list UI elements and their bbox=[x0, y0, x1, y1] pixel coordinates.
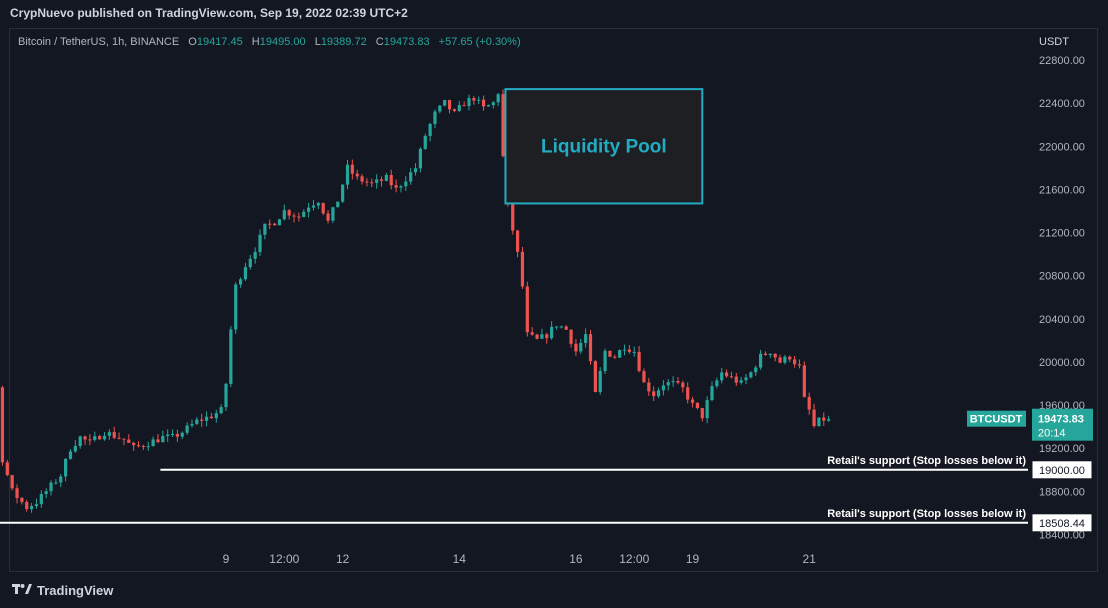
low-label: L bbox=[314, 36, 321, 48]
ohlc-legend: Bitcoin / TetherUS, 1h, BINANCE O19417.4… bbox=[18, 36, 521, 48]
open-value: 19417.45 bbox=[196, 36, 243, 48]
high-label: H bbox=[251, 36, 260, 48]
candle-body bbox=[0, 387, 5, 463]
open-label: O bbox=[188, 36, 197, 48]
symbol-description: Bitcoin / TetherUS, 1h, BINANCE bbox=[18, 36, 180, 48]
low-value: 19389.72 bbox=[320, 36, 367, 48]
footer-brand-label: TradingView bbox=[37, 583, 114, 598]
publisher-line: CrypNuevo published on TradingView.com, … bbox=[10, 6, 408, 20]
close-value: 19473.83 bbox=[383, 36, 430, 48]
change-value: +57.65 (+0.30%) bbox=[438, 36, 521, 48]
high-value: 19495.00 bbox=[259, 36, 306, 48]
tradingview-logo-icon bbox=[12, 583, 32, 598]
close-label: C bbox=[375, 36, 384, 48]
footer-brand[interactable]: TradingView bbox=[12, 583, 113, 598]
chart-frame[interactable] bbox=[9, 28, 1098, 572]
